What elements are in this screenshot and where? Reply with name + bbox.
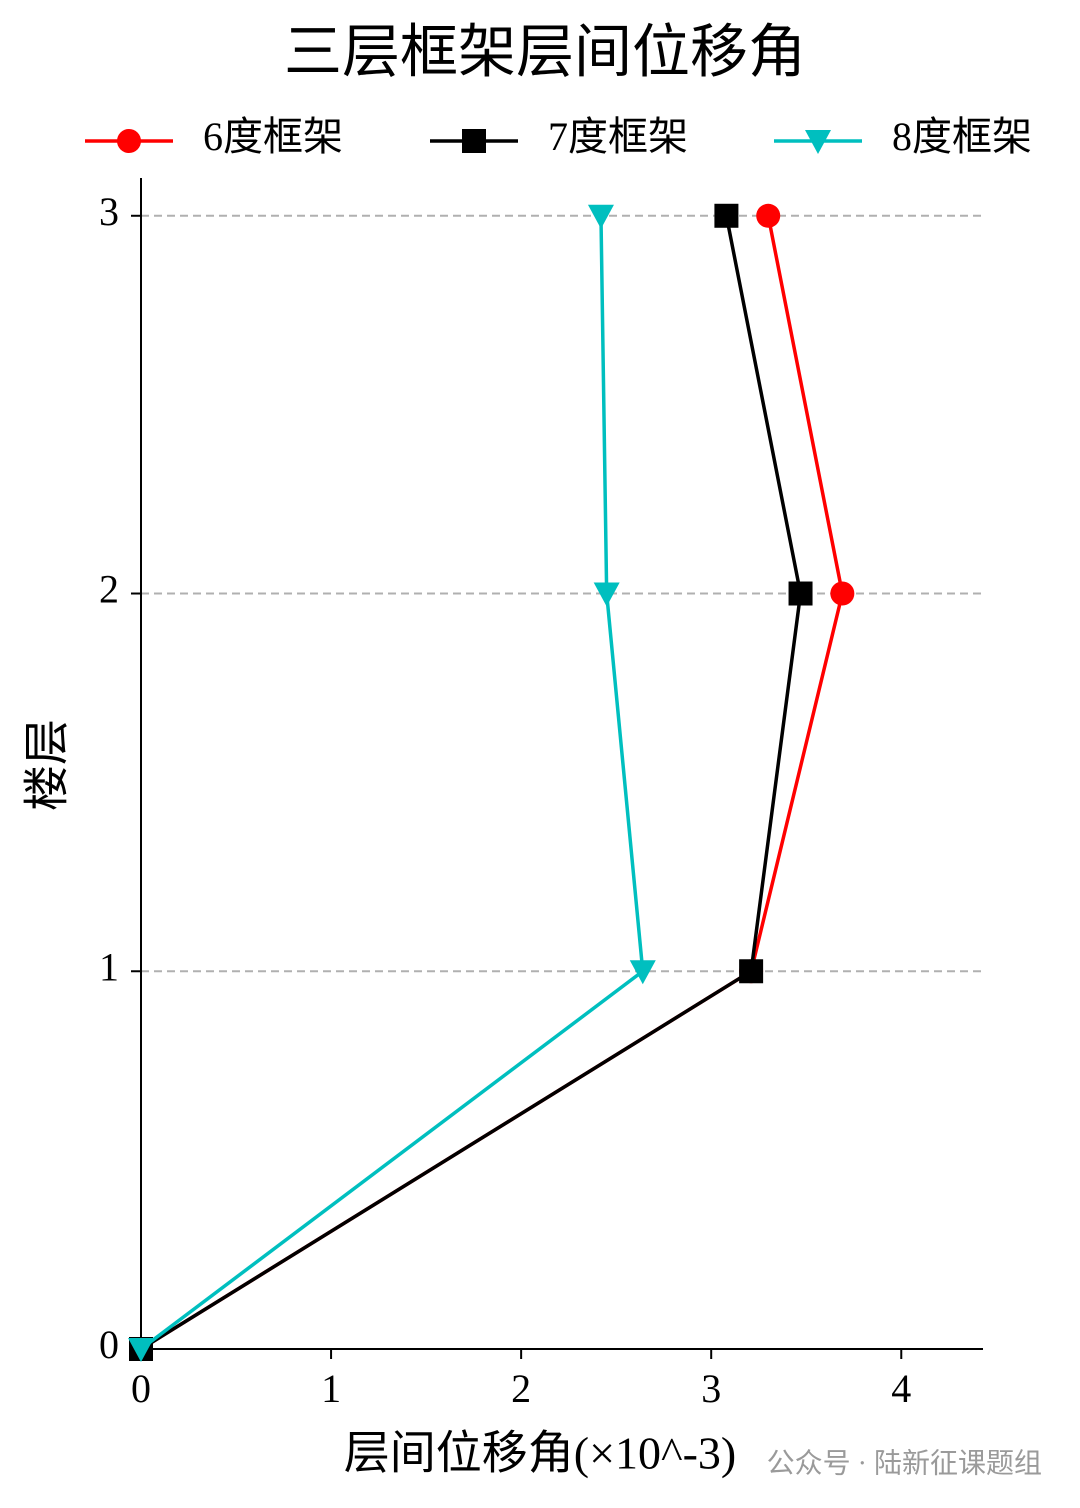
y-tick-label: 1 xyxy=(99,944,119,989)
y-axis-label: 楼层 xyxy=(22,719,73,811)
watermark: 公众号 · 陆新征课题组 xyxy=(767,1447,1042,1479)
marker xyxy=(587,204,614,229)
marker xyxy=(629,960,656,985)
x-tick-label: 2 xyxy=(511,1366,531,1411)
y-tick-label: 0 xyxy=(99,1322,119,1367)
x-tick-label: 0 xyxy=(131,1366,151,1411)
y-tick-label: 2 xyxy=(99,567,119,612)
series-line xyxy=(139,215,645,1351)
x-tick-label: 3 xyxy=(701,1366,721,1411)
legend-label: 6度框架 xyxy=(203,114,343,159)
series-line xyxy=(140,215,845,1351)
marker xyxy=(756,203,781,228)
marker xyxy=(117,129,141,153)
marker xyxy=(739,959,764,984)
chart-title: 三层框架层间位移角 xyxy=(284,19,806,84)
marker xyxy=(593,582,620,607)
x-axis-label: 层间位移角(×10^-3) xyxy=(344,1428,736,1479)
series-line xyxy=(140,215,803,1351)
marker xyxy=(128,1338,154,1362)
x-tick-label: 1 xyxy=(321,1366,341,1411)
x-tick-label: 4 xyxy=(891,1366,911,1411)
marker xyxy=(830,581,855,606)
marker xyxy=(462,129,486,153)
legend-label: 7度框架 xyxy=(548,114,688,159)
marker xyxy=(805,130,831,154)
y-tick-label: 3 xyxy=(99,189,119,234)
legend-label: 8度框架 xyxy=(892,114,1032,159)
marker xyxy=(788,581,813,606)
marker xyxy=(714,203,739,228)
